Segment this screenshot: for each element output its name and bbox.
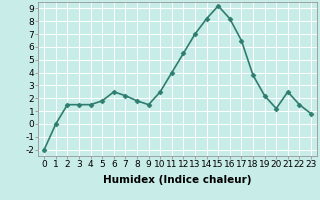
X-axis label: Humidex (Indice chaleur): Humidex (Indice chaleur)	[103, 175, 252, 185]
